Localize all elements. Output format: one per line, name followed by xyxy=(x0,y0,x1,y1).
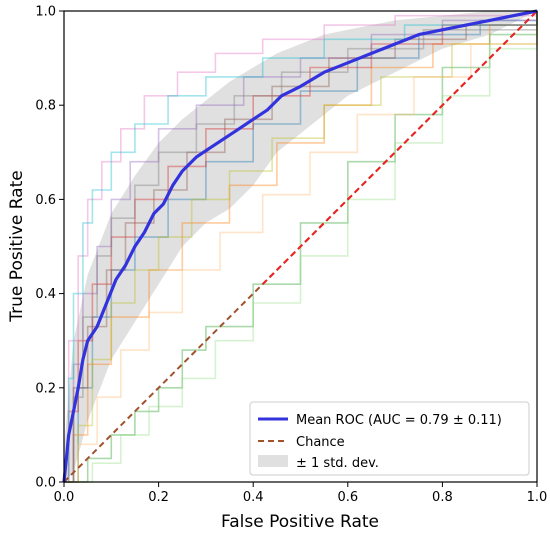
fold-roc-curve-9 xyxy=(64,11,538,483)
fold-roc-curve-2 xyxy=(64,11,538,483)
x-axis-label: False Positive Rate xyxy=(221,512,379,532)
y-axis-label: True Positive Rate xyxy=(7,170,27,322)
fold-roc-curve-6 xyxy=(64,11,538,483)
x-tick-label: 0.6 xyxy=(337,490,358,505)
std-band xyxy=(64,11,537,482)
mean-roc-layer xyxy=(62,9,538,483)
y-tick-label: 0.4 xyxy=(35,287,56,302)
legend-chance-label: Chance xyxy=(296,435,345,450)
chance-layer xyxy=(63,10,538,483)
x-tick-label: 1.0 xyxy=(527,490,548,505)
y-tick-label: 0.8 xyxy=(35,99,56,114)
y-tick-label: 0.2 xyxy=(35,381,56,396)
y-tick-label: 0.6 xyxy=(35,193,56,208)
legend-std-band-swatch xyxy=(258,455,288,467)
ticks-layer: 0.0 0.2 0.4 0.6 0.8 1.0 0.0 0.2 0.4 0.6 0.8 1.0 xyxy=(35,5,547,506)
legend-mean-roc-label: Mean ROC (AUC = 0.79 ± 0.11) xyxy=(296,413,502,428)
x-tick-label: 0.2 xyxy=(148,490,169,505)
mean-roc-curve xyxy=(62,9,538,483)
plot-frame xyxy=(63,10,538,483)
x-tick-label: 0.4 xyxy=(243,490,264,505)
x-tick-label: 0.8 xyxy=(432,490,453,505)
fold-roc-curve-5 xyxy=(64,11,538,483)
y-tick-label: 0.0 xyxy=(35,476,56,491)
legend-frame xyxy=(249,401,530,476)
fold-roc-curve-7 xyxy=(64,11,538,483)
fold-roc-curve-12 xyxy=(64,11,538,483)
fold-roc-curve-10 xyxy=(64,11,538,483)
x-tick-label: 0.0 xyxy=(54,490,75,505)
fold-roc-curve-4 xyxy=(64,11,538,483)
legend-std-band-label: ± 1 std. dev. xyxy=(296,456,379,471)
std-band-layer xyxy=(64,11,537,482)
legend: Mean ROC (AUC = 0.79 ± 0.11) Chance ± 1 … xyxy=(249,401,530,476)
fold-roc-curve-11 xyxy=(64,11,538,483)
fold-curves-layer xyxy=(64,11,538,483)
fold-roc-curve-3 xyxy=(64,11,538,483)
y-tick-label: 1.0 xyxy=(35,5,56,20)
fold-roc-curve-8 xyxy=(64,11,538,483)
chance-line-overlay xyxy=(261,10,538,285)
